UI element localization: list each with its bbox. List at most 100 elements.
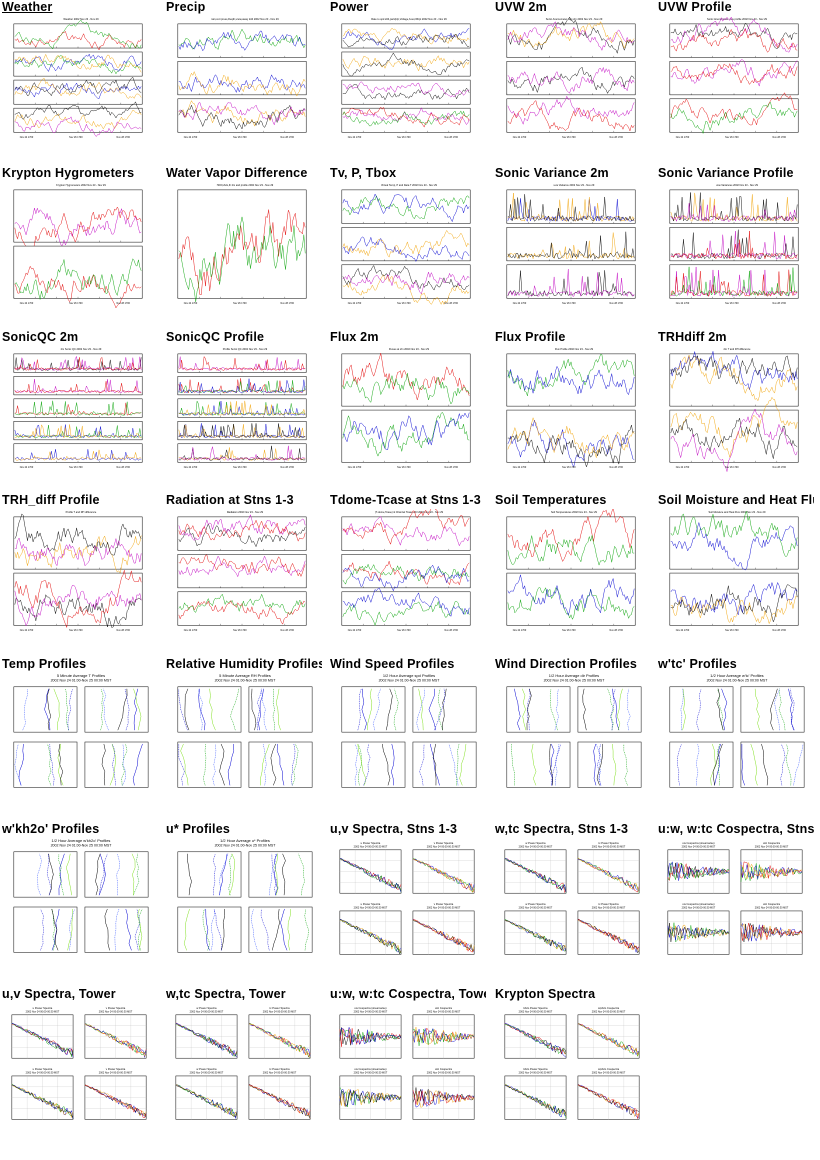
plot-link-label[interactable]: Water Vapor Difference (166, 166, 308, 180)
spectrum-title: wtc Cospectra (435, 1067, 452, 1071)
series-line (670, 92, 798, 126)
plot-link-label[interactable]: u* Profiles (166, 822, 231, 836)
plot-link-label[interactable]: u:w, w:tc Cospectra, Tower (330, 987, 486, 1001)
plot-link-label[interactable]: Relative Humidity Profiles (166, 657, 322, 671)
plot-link-label[interactable]: Wind Speed Profiles (330, 657, 455, 671)
plot-thumbnail[interactable]: Wind Direction Profiles 1/2 Hour Average … (493, 657, 651, 813)
plot-thumbnail[interactable]: Flux Profile Flux Profile 2002 Nov 23 - N… (493, 330, 651, 486)
plot-thumbnail[interactable]: Sonic Variance 2m uvw Variance 2002 Nov 2… (493, 166, 651, 322)
plot-thumbnail[interactable]: Tv, P, Tbox Virtual Temp, P and Data T 20… (328, 166, 486, 322)
plot-thumbnail[interactable]: Soil Temperatures Soil Temperatures 2002 … (493, 493, 651, 649)
plot-header: 5 Minute Average RH Profiles (219, 673, 271, 678)
plot-thumbnail[interactable]: Soil Moisture and Heat Flux Soil Moisture… (656, 493, 814, 649)
plot-link-label[interactable]: Weather (2, 0, 53, 14)
plot-link-label[interactable]: TRHdiff 2m (658, 330, 727, 344)
profile-panel (84, 741, 149, 788)
spectrum-title: kh2o Power Spectra (523, 1006, 547, 1010)
plot-thumbnail[interactable]: SonicQC Profile Profile Sonic QC 2002 Nov… (164, 330, 322, 486)
plot-link-label[interactable]: Krypton Spectra (495, 987, 596, 1001)
plot-link-label[interactable]: Soil Temperatures (495, 493, 607, 507)
plot-link-label[interactable]: Temp Profiles (2, 657, 87, 671)
series-line (342, 271, 470, 295)
series-line (14, 76, 142, 97)
profile-line (270, 743, 277, 786)
plot-link-label[interactable]: Sonic Variance Profile (658, 166, 794, 180)
plot-link-label[interactable]: Flux 2m (330, 330, 379, 344)
spectrum-line (339, 1027, 402, 1046)
plot-link-label[interactable]: Tv, P, Tbox (330, 166, 397, 180)
x-tick-label: Nov 28 1700 (610, 136, 624, 139)
plot-thumbnail[interactable]: u,v Spectra, Tower u Power Spectra 2002 No… (0, 987, 158, 1143)
plot-thumbnail[interactable]: Temp Profiles 5 Minute Average T Profiles… (0, 657, 158, 813)
plot-link-label[interactable]: Sonic Variance 2m (495, 166, 609, 180)
plot-link-label[interactable]: Flux Profile (495, 330, 566, 344)
plot-thumbnail[interactable]: Wind Speed Profiles 1/2 Hour Average spd … (328, 657, 486, 813)
plot-thumbnail[interactable]: SonicQC 2m 2m Sonic QC 2002 Nov 23 - Nov … (0, 330, 158, 486)
plot-link-label[interactable]: u,v Spectra, Tower (2, 987, 116, 1001)
series-line (507, 424, 635, 468)
profile-line (132, 743, 143, 786)
plot-thumbnail[interactable]: UVW Profile Sonic Anemometer uvw profile … (656, 0, 814, 156)
plot-link-label[interactable]: w,tc Spectra, Stns 1-3 (495, 822, 629, 836)
plot-link-label[interactable]: UVW 2m (495, 0, 547, 14)
plot-thumbnail[interactable]: w,tc Spectra, Tower w Power Spectra 2002 N… (164, 987, 322, 1143)
plot-thumbnail[interactable]: u:w, w:tc Cospectra, Stns uw Cospectra (s… (656, 822, 814, 978)
x-tick-label: Nov 24 1700 (348, 629, 362, 632)
plot-thumbnail[interactable]: Precip rain,corr.press,Deqth,snow,away 2d… (164, 0, 322, 156)
plot-link-label[interactable]: u:w, w:tc Cospectra, Stns (658, 822, 814, 836)
plot-thumbnail[interactable]: TRH_diff Profile Profile T and RH differe… (0, 493, 158, 649)
plot-thumbnail[interactable]: Tdome-Tcase at Stns 1-3 (T-dome,Tcase) & … (328, 493, 486, 649)
series-line (14, 116, 142, 137)
plot-thumbnail[interactable]: Power Rate to spd 2d4,pwr2p/p,Voltage,Ivo… (328, 0, 486, 156)
plot-thumbnail[interactable]: Krypton Spectra kh2o Power Spectra 2002 No… (493, 987, 651, 1143)
plot-link-label[interactable]: Krypton Hygrometers (2, 166, 135, 180)
plot-thumbnail[interactable]: u* Profiles 1/2 Hour Average u* Profiles 2… (164, 822, 322, 978)
profile-line (276, 743, 285, 786)
series-line (670, 351, 798, 390)
plot-thumbnail[interactable]: w'tc' Profiles 1/2 Hour Average w'tc' Pro… (656, 657, 814, 813)
plot-thumbnail[interactable]: Sonic Variance Profile uvw Variances 2002… (656, 166, 814, 322)
plot-link-label[interactable]: Soil Moisture and Heat Flux (658, 493, 814, 507)
spectrum-title: w,kh2o Cospectra (598, 1006, 620, 1010)
plot-header: Weather 2002 Nov 23 - Nov 29 (63, 17, 99, 21)
plot-link-label[interactable]: SonicQC 2m (2, 330, 79, 344)
spectrum-title: v Power Spectra (106, 1067, 126, 1071)
profile-line (178, 743, 185, 786)
plot-link-label[interactable]: Radiation at Stns 1-3 (166, 493, 294, 507)
plot-link-label[interactable]: TRH_diff Profile (2, 493, 100, 507)
plot-link-label[interactable]: w'tc' Profiles (658, 657, 737, 671)
plot-thumbnail[interactable]: u,v Spectra, Stns 1-3 u Power Spectra 2002… (328, 822, 486, 978)
series-line (178, 102, 306, 126)
profile-line (133, 688, 139, 731)
plot-link-label[interactable]: Precip (166, 0, 206, 14)
plot-link-label[interactable]: Tdome-Tcase at Stns 1-3 (330, 493, 481, 507)
plot-thumbnail[interactable]: TRHdiff 2m 2m T and RH difference Nov 24 1… (656, 330, 814, 486)
plot-thumbnail[interactable]: Water Vapor Difference H2O,kh2o,lh 2m and… (164, 166, 322, 322)
x-tick-label: Nov 26 1700 (725, 466, 739, 469)
series-line (178, 554, 306, 578)
plot-thumbnail[interactable]: w,tc Spectra, Stns 1-3 w Power Spectra 200… (493, 822, 651, 978)
profile-panel (248, 741, 313, 788)
plot-link-label[interactable]: Wind Direction Profiles (495, 657, 638, 671)
plot-link-label[interactable]: UVW Profile (658, 0, 732, 14)
plot-thumbnail[interactable]: Krypton Hygrometers Krypton Hygrometers 2… (0, 166, 158, 322)
plot-thumbnail[interactable]: Weather Weather 2002 Nov 23 - Nov 29 Nov 2… (0, 0, 158, 156)
plot-thumbnail[interactable]: UVW 2m Sonic Anemometer uvw 2m 2002 Nov 2… (493, 0, 651, 156)
plot-link-label[interactable]: Power (330, 0, 369, 14)
plot-thumbnail[interactable]: Relative Humidity Profiles 5 Minute Avera… (164, 657, 322, 813)
plot-thumbnail[interactable]: w'kh2o' Profiles 1/2 Hour Average w'kh2o'… (0, 822, 158, 978)
spectrum-line (339, 858, 402, 893)
series-line (507, 269, 635, 297)
plot-header: Radiation 2002 Nov 23 - Nov 29 (227, 510, 264, 514)
series-line (670, 408, 798, 472)
plot-link-label[interactable]: w'kh2o' Profiles (2, 822, 100, 836)
series-line (507, 587, 635, 620)
profile-line (58, 853, 64, 896)
plot-link-label[interactable]: u,v Spectra, Stns 1-3 (330, 822, 458, 836)
plot-thumbnail[interactable]: u:w, w:tc Cospectra, Tower uw Cospectra (… (328, 987, 486, 1143)
plot-thumbnail[interactable]: Radiation at Stns 1-3 Radiation 2002 Nov … (164, 493, 322, 649)
plot-thumbnail[interactable]: Flux 2m Fluxes at 2m 2002 Nov 23 - Nov 29… (328, 330, 486, 486)
x-tick-label: Nov 26 1700 (725, 302, 739, 305)
plot-link-label[interactable]: w,tc Spectra, Tower (166, 987, 286, 1001)
plot-link-label[interactable]: SonicQC Profile (166, 330, 265, 344)
